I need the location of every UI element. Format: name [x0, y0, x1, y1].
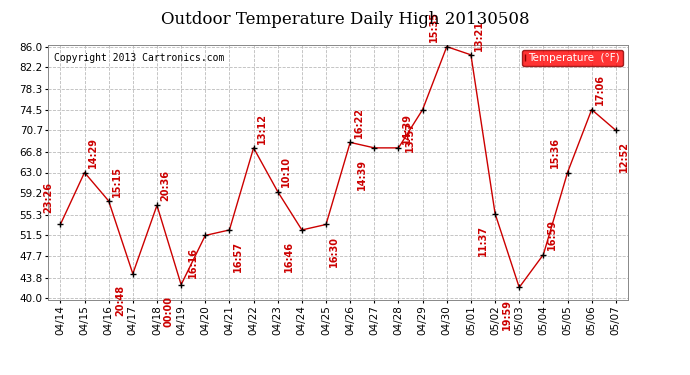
Text: 13:21: 13:21 — [474, 20, 484, 51]
Text: 15:35: 15:35 — [429, 12, 440, 42]
Text: 14:39: 14:39 — [357, 159, 367, 190]
Text: Copyright 2013 Cartronics.com: Copyright 2013 Cartronics.com — [54, 53, 224, 63]
Text: 19:59: 19:59 — [502, 298, 512, 330]
Text: 16:59: 16:59 — [546, 219, 557, 251]
Text: 15:36: 15:36 — [550, 137, 560, 168]
Text: 16:46: 16:46 — [284, 241, 295, 272]
Text: 12:52: 12:52 — [619, 141, 629, 172]
Text: 15:15: 15:15 — [112, 166, 122, 197]
Text: 16:16: 16:16 — [188, 246, 198, 278]
Text: 00:00: 00:00 — [164, 296, 174, 327]
Text: 20:36: 20:36 — [160, 170, 170, 201]
Text: 16:22: 16:22 — [353, 107, 364, 138]
Text: 13:12: 13:12 — [257, 113, 267, 144]
Text: 20:48: 20:48 — [115, 285, 126, 316]
Text: 16:30: 16:30 — [329, 236, 339, 267]
Text: 13:57: 13:57 — [405, 121, 415, 152]
Legend: Temperature  (°F): Temperature (°F) — [522, 50, 622, 66]
Text: 11:37: 11:37 — [477, 225, 488, 256]
Text: 10:10: 10:10 — [281, 156, 291, 188]
Text: 17:06: 17:06 — [595, 74, 605, 105]
Text: 14:39: 14:39 — [402, 113, 412, 144]
Text: 14:29: 14:29 — [88, 137, 98, 168]
Text: 23:26: 23:26 — [43, 182, 53, 213]
Text: 16:57: 16:57 — [233, 241, 243, 272]
Text: Outdoor Temperature Daily High 20130508: Outdoor Temperature Daily High 20130508 — [161, 11, 529, 28]
